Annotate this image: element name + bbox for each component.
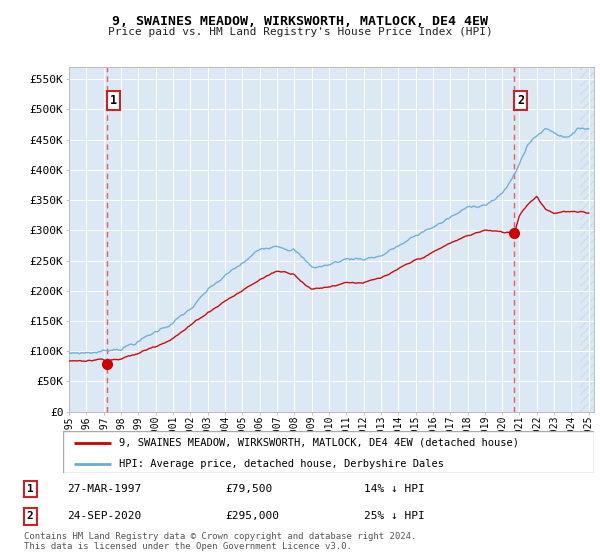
Text: 25% ↓ HPI: 25% ↓ HPI xyxy=(364,511,424,521)
Text: HPI: Average price, detached house, Derbyshire Dales: HPI: Average price, detached house, Derb… xyxy=(119,459,444,469)
FancyBboxPatch shape xyxy=(63,431,594,473)
Text: 14% ↓ HPI: 14% ↓ HPI xyxy=(364,484,424,494)
Text: 2: 2 xyxy=(517,95,524,108)
Text: 27-MAR-1997: 27-MAR-1997 xyxy=(67,484,141,494)
Text: 1: 1 xyxy=(26,484,34,494)
Text: £295,000: £295,000 xyxy=(226,511,280,521)
Text: 1: 1 xyxy=(110,95,117,108)
Text: Contains HM Land Registry data © Crown copyright and database right 2024.
This d: Contains HM Land Registry data © Crown c… xyxy=(24,532,416,552)
Text: £79,500: £79,500 xyxy=(226,484,272,494)
Text: 9, SWAINES MEADOW, WIRKSWORTH, MATLOCK, DE4 4EW: 9, SWAINES MEADOW, WIRKSWORTH, MATLOCK, … xyxy=(112,15,488,28)
Bar xyxy=(580,67,594,412)
Text: 9, SWAINES MEADOW, WIRKSWORTH, MATLOCK, DE4 4EW (detached house): 9, SWAINES MEADOW, WIRKSWORTH, MATLOCK, … xyxy=(119,438,519,448)
Text: 24-SEP-2020: 24-SEP-2020 xyxy=(67,511,141,521)
Bar xyxy=(580,67,594,412)
Text: Price paid vs. HM Land Registry's House Price Index (HPI): Price paid vs. HM Land Registry's House … xyxy=(107,27,493,38)
Text: 2: 2 xyxy=(26,511,34,521)
